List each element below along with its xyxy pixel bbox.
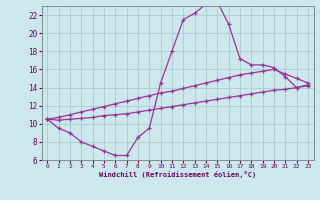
X-axis label: Windchill (Refroidissement éolien,°C): Windchill (Refroidissement éolien,°C) [99, 171, 256, 178]
